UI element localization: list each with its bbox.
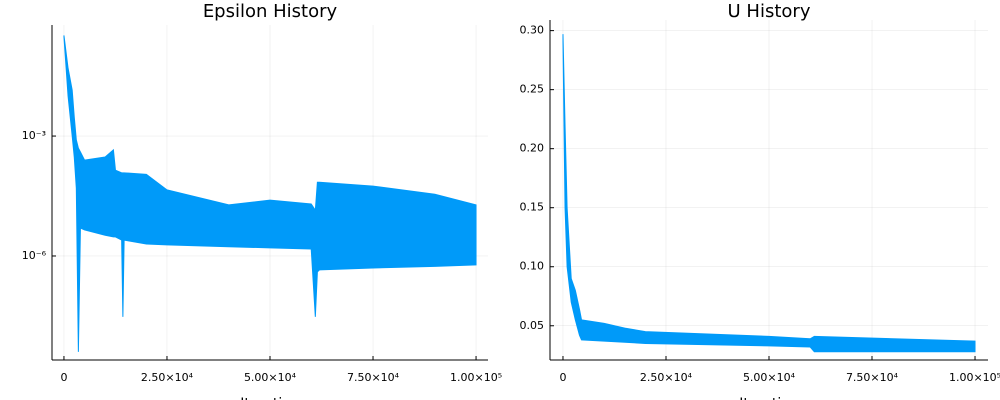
x-tick-label: 1.00×10⁵ — [949, 371, 1000, 384]
y-tick-label: 0.05 — [520, 319, 545, 332]
y-tick-label: 10⁻³ — [22, 129, 46, 142]
x-tick-label: 5.00×10⁴ — [743, 371, 796, 384]
y-tick-label: 0.10 — [520, 260, 545, 273]
x-tick-label: 0 — [60, 371, 67, 384]
x-tick-label: 2.50×10⁴ — [141, 371, 194, 384]
x-tick-label: 7.50×10⁴ — [846, 371, 899, 384]
x-tick-label: 5.00×10⁴ — [244, 371, 297, 384]
y-tick-label: 0.30 — [520, 24, 545, 37]
chart-title: Epsilon History — [203, 1, 338, 22]
data-band — [562, 34, 976, 353]
y-tick-label: 0.25 — [520, 83, 545, 96]
x-tick-label: 0 — [559, 371, 566, 384]
y-tick-label: 0.20 — [520, 142, 545, 155]
x-tick-label: 2.50×10⁴ — [640, 371, 693, 384]
x-tick-label: 7.50×10⁴ — [347, 371, 400, 384]
y-tick-label: 0.15 — [520, 201, 545, 214]
chart-title: U History — [728, 1, 811, 22]
y-tick-label: 10⁻⁶ — [22, 249, 47, 262]
x-tick-label: 1.00×10⁵ — [450, 371, 502, 384]
x-axis-label: Iteration — [240, 396, 299, 400]
data-band — [63, 35, 477, 352]
x-axis-label: Iteration — [739, 396, 798, 400]
